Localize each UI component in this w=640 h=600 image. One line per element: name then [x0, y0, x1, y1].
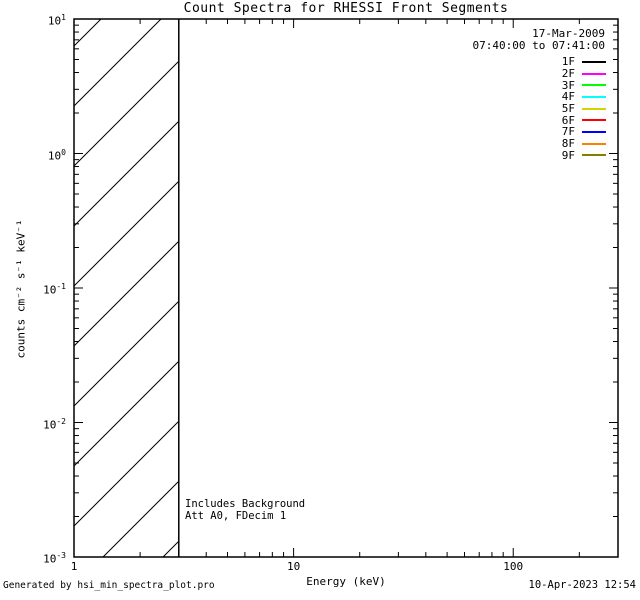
annotation-background: Includes Background	[185, 498, 306, 510]
y-tick-label: 10-2	[43, 416, 66, 432]
legend-row: 2F	[561, 67, 606, 81]
axis-ticks	[73, 18, 619, 558]
legend-row: 3F	[561, 78, 606, 92]
legend-label: 8F	[561, 137, 575, 151]
annotation-attenuator: Att A0, FDecim 1	[185, 510, 287, 522]
legend-label: 9F	[561, 148, 575, 162]
legend-label: 6F	[561, 113, 575, 127]
legend-row: 6F	[561, 113, 606, 127]
legend-color-swatch	[582, 60, 606, 63]
legend-color-swatch	[582, 154, 606, 157]
legend-label: 1F	[561, 55, 575, 69]
legend: 1F 2F 3F 4F 5F 6F 7F 8F 9F	[561, 55, 606, 162]
legend-row: 9F	[561, 148, 606, 162]
hatched-region	[74, 19, 179, 557]
x-tick-label: 10	[286, 560, 301, 573]
legend-label: 4F	[561, 90, 575, 104]
legend-row: 5F	[561, 102, 606, 116]
legend-color-swatch	[582, 130, 606, 133]
legend-row: 8F	[561, 137, 606, 151]
y-tick-label: 10-3	[43, 551, 66, 566]
x-tick-label: 1	[70, 560, 78, 573]
interval-time-range: 07:40:00 to 07:41:00	[472, 39, 605, 52]
legend-label: 5F	[561, 102, 575, 116]
legend-color-swatch	[582, 95, 606, 98]
legend-label: 2F	[561, 67, 575, 81]
annotation-block: Includes Background Att A0, FDecim 1	[185, 498, 305, 522]
y-tick-label: 100	[47, 147, 66, 163]
chart-title: Count Spectra for RHESSI Front Segments	[183, 1, 509, 16]
interval-block: 17-Mar-2009 07:40:00 to 07:41:00	[473, 28, 605, 52]
legend-row: 4F	[561, 90, 606, 104]
x-tick-label: 100	[503, 560, 524, 573]
plot-frame	[73, 18, 619, 558]
timestamp-text: 10-Apr-2023 12:54	[528, 579, 636, 591]
generated-by-text: Generated by hsi_min_spectra_plot.pro	[3, 580, 215, 591]
legend-row: 1F	[561, 55, 606, 69]
y-tick-label: 10-1	[43, 282, 66, 297]
legend-label: 3F	[561, 78, 575, 92]
legend-row: 7F	[561, 125, 606, 139]
y-tick-label: 101	[47, 13, 66, 28]
legend-color-swatch	[582, 72, 606, 75]
legend-label: 7F	[561, 125, 575, 139]
x-axis-label: Energy (keV)	[306, 575, 386, 588]
interval-date: 17-Mar-2009	[532, 27, 605, 40]
legend-color-swatch	[582, 84, 606, 87]
legend-color-swatch	[582, 107, 606, 110]
legend-color-swatch	[582, 142, 606, 145]
legend-color-swatch	[582, 119, 606, 122]
